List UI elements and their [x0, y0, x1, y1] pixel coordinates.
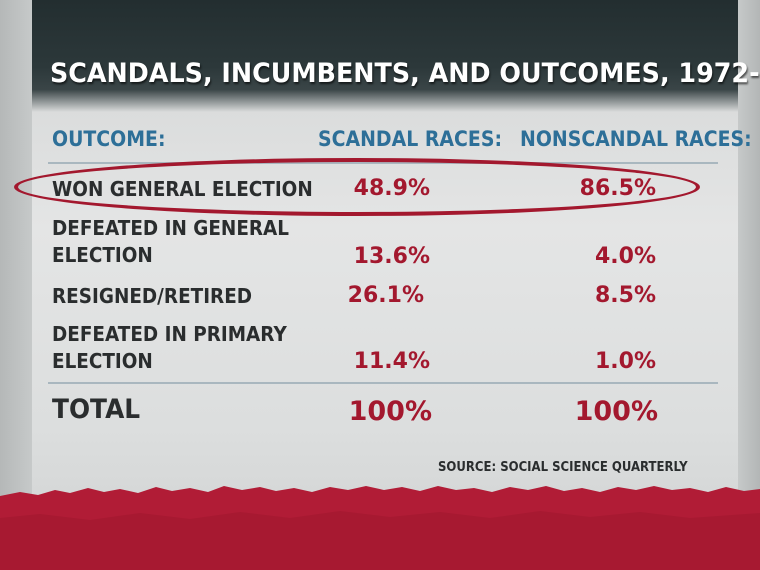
column-header-nonscandal: NONSCANDAL RACES: — [520, 127, 752, 151]
row-label-line: ELECTION — [52, 349, 153, 373]
row-label-resigned-retired: RESIGNED/RETIRED — [52, 283, 252, 310]
cell-nonscandal-defeated-general: 4.0% — [594, 244, 656, 269]
highlight-ellipse — [14, 158, 700, 216]
row-label-defeated-primary: DEFEATED IN PRIMARY ELECTION — [52, 321, 287, 375]
row-label-line: RESIGNED/RETIRED — [52, 284, 253, 308]
cell-nonscandal-won-general: 86.5% — [579, 176, 656, 201]
total-scandal: 100% — [348, 396, 432, 427]
total-nonscandal: 100% — [574, 396, 658, 427]
column-header-outcome: OUTCOME: — [52, 127, 166, 151]
torn-paper-footer — [0, 486, 760, 570]
total-label: TOTAL — [52, 394, 141, 425]
left-border — [0, 0, 32, 570]
cell-scandal-defeated-primary: 11.4% — [353, 349, 430, 374]
column-header-scandal: SCANDAL RACES: — [318, 127, 503, 151]
row-label-won-general: WON GENERAL ELECTION — [52, 176, 313, 203]
cell-nonscandal-resigned-retired: 8.5% — [594, 283, 656, 308]
row-label-line: DEFEATED IN PRIMARY — [52, 322, 287, 346]
cell-scandal-defeated-general: 13.6% — [353, 244, 430, 269]
torn-paper-shade — [0, 511, 760, 570]
row-label-line: ELECTION — [52, 243, 153, 267]
chart-title: SCANDALS, INCUMBENTS, AND OUTCOMES, 1972… — [50, 58, 760, 89]
header-band — [32, 0, 738, 112]
cell-scandal-resigned-retired: 26.1% — [347, 283, 424, 308]
total-divider — [48, 382, 718, 384]
cell-scandal-won-general: 48.9% — [353, 176, 430, 201]
right-border — [738, 0, 760, 570]
row-label-line: DEFEATED IN GENERAL — [52, 216, 290, 240]
cell-nonscandal-defeated-primary: 1.0% — [594, 349, 656, 374]
row-label-line: WON GENERAL ELECTION — [52, 177, 313, 201]
row-label-defeated-general: DEFEATED IN GENERAL ELECTION — [52, 215, 289, 269]
source-note: SOURCE: SOCIAL SCIENCE QUARTERLY — [438, 460, 688, 475]
